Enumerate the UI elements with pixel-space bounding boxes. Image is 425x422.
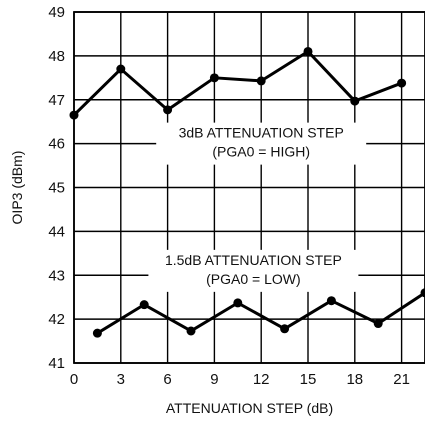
- x-tick-labels: 0 3 6 9 12 15 18 21: [70, 371, 410, 388]
- data-point: [233, 298, 243, 308]
- annotation-text: (PGA0 = LOW): [206, 271, 301, 287]
- data-point: [186, 326, 196, 336]
- data-point: [209, 73, 219, 83]
- y-tick-labels: 41 42 43 44 45 46 47 48 49: [48, 4, 65, 372]
- y-tick-label: 42: [48, 311, 65, 328]
- series: [69, 46, 425, 338]
- annotations: 3dB ATTENUATION STEP (PGA0 = HIGH) 1.5dB A…: [148, 122, 367, 292]
- data-point: [92, 328, 102, 338]
- y-tick-label: 41: [48, 355, 65, 372]
- y-tick-label: 47: [48, 92, 65, 109]
- data-point: [373, 319, 383, 329]
- data-point: [163, 105, 173, 115]
- y-axis-label: OIP3 (dBm): [9, 151, 25, 225]
- x-tick-label: 3: [117, 371, 125, 388]
- data-point: [303, 46, 313, 56]
- x-tick-label: 21: [393, 371, 410, 388]
- x-axis-label: ATTENUATION STEP (dB): [166, 400, 333, 416]
- data-point: [139, 300, 149, 310]
- x-tick-label: 6: [163, 371, 171, 388]
- annotation-background: [156, 122, 367, 165]
- data-point: [420, 288, 425, 298]
- y-tick-label: 49: [48, 4, 65, 21]
- x-tick-label: 18: [346, 371, 363, 388]
- y-tick-label: 45: [48, 180, 65, 197]
- series-line-2: [96, 291, 425, 335]
- x-tick-label: 9: [210, 371, 218, 388]
- annotation-text: 1.5dB ATTENUATION STEP: [165, 252, 342, 268]
- data-point: [280, 324, 290, 334]
- annotation-text: (PGA0 = HIGH): [212, 144, 310, 160]
- annotation-text: 3dB ATTENUATION STEP: [179, 125, 344, 141]
- y-tick-label: 46: [48, 136, 65, 153]
- plot-frame: [73, 11, 425, 364]
- annotation-background: [148, 249, 359, 292]
- x-tick-label: 15: [300, 371, 317, 388]
- data-point: [326, 296, 336, 306]
- y-tick-label: 43: [48, 267, 65, 284]
- x-tick-label: 0: [70, 371, 78, 388]
- y-tick-label: 44: [48, 223, 65, 240]
- data-point: [350, 96, 360, 106]
- data-point: [116, 64, 126, 74]
- x-tick-label: 12: [253, 371, 270, 388]
- data-point: [397, 78, 407, 88]
- y-tick-label: 48: [48, 48, 65, 65]
- series-line-1: [72, 49, 403, 117]
- data-point: [256, 76, 266, 86]
